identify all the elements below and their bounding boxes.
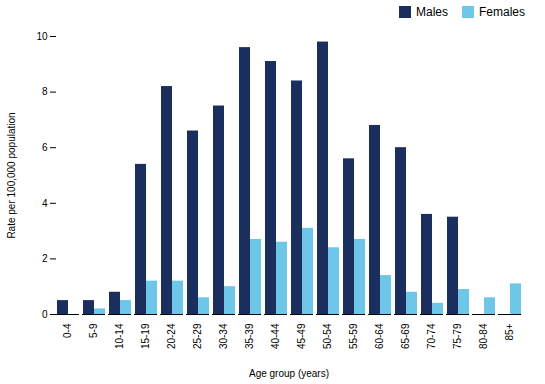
html-text:Females: Females — [479, 5, 525, 19]
svg-text:70-74: 70-74 — [426, 323, 437, 349]
svg-text:50-54: 50-54 — [322, 323, 333, 349]
svg-text:15-19: 15-19 — [140, 323, 151, 349]
svg-text:4: 4 — [42, 198, 48, 209]
svg-text:40-44: 40-44 — [270, 323, 281, 349]
svg-text:Age group (years): Age group (years) — [249, 368, 329, 379]
svg-text:30-34: 30-34 — [218, 323, 229, 349]
svg-text:6: 6 — [42, 142, 48, 153]
svg-text:0-4: 0-4 — [62, 323, 73, 338]
svg-text:35-39: 35-39 — [244, 323, 255, 349]
html-text:Males: Males — [416, 5, 448, 19]
svg-text:8: 8 — [42, 86, 48, 97]
svg-text:20-24: 20-24 — [166, 323, 177, 349]
svg-text:45-49: 45-49 — [296, 323, 307, 349]
svg-text:55-59: 55-59 — [348, 323, 359, 349]
svg-text:5-9: 5-9 — [88, 323, 99, 338]
svg-text:25-29: 25-29 — [192, 323, 203, 349]
svg-text:0: 0 — [42, 309, 48, 320]
svg-text:65-69: 65-69 — [400, 323, 411, 349]
svg-text:60-64: 60-64 — [374, 323, 385, 349]
svg-text:85+: 85+ — [504, 323, 515, 340]
svg-text:75-79: 75-79 — [452, 323, 463, 349]
svg-text:2: 2 — [42, 253, 48, 264]
svg-text:80-84: 80-84 — [478, 323, 489, 349]
svg-text:Rate per 100,000 population: Rate per 100,000 population — [6, 112, 17, 238]
svg-text:10-14: 10-14 — [114, 323, 125, 349]
svg-text:10: 10 — [36, 31, 48, 42]
